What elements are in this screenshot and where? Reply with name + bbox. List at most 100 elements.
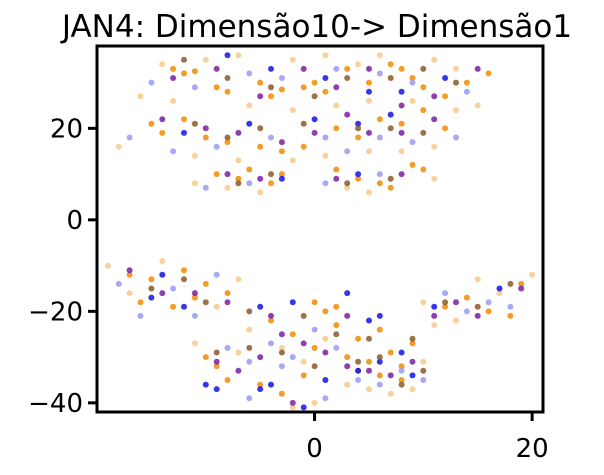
data-point [213, 171, 220, 178]
data-point [191, 180, 198, 187]
data-point [289, 354, 296, 361]
data-point [420, 65, 427, 72]
data-point [213, 143, 220, 150]
data-point [191, 312, 198, 319]
data-point [268, 93, 274, 100]
data-point [333, 322, 340, 329]
data-point [246, 102, 253, 109]
data-point [387, 184, 394, 191]
data-point [126, 267, 133, 274]
data-point [387, 125, 394, 132]
data-point [376, 312, 383, 319]
data-point [453, 134, 459, 141]
data-point [181, 70, 187, 77]
data-point [387, 175, 394, 182]
data-point [463, 79, 470, 86]
data-point [398, 171, 405, 178]
data-point [181, 129, 187, 136]
data-point [126, 134, 133, 141]
data-point [300, 120, 307, 127]
data-point [202, 280, 209, 287]
data-point [366, 317, 372, 324]
data-point [235, 157, 242, 164]
data-point [224, 134, 231, 141]
data-point [398, 88, 405, 95]
y-axis: 20 0 −20 −40 [28, 114, 97, 419]
data-point [485, 308, 492, 315]
data-point [376, 134, 383, 141]
data-point [213, 349, 220, 356]
data-point [278, 86, 285, 93]
data-point [268, 340, 274, 347]
data-point [202, 134, 209, 141]
data-point [278, 171, 285, 178]
data-point [235, 175, 242, 182]
x-tick-label: 20 [516, 434, 549, 464]
data-point [409, 358, 416, 365]
data-point [409, 372, 416, 379]
data-point [202, 381, 209, 388]
data-point [224, 88, 231, 95]
data-point [344, 290, 351, 297]
data-point [148, 79, 155, 86]
data-point [213, 363, 220, 370]
data-point [224, 344, 231, 351]
data-point [387, 372, 394, 379]
data-point [507, 280, 514, 287]
data-point [246, 70, 253, 77]
data-point [278, 139, 285, 146]
data-point [257, 189, 264, 196]
data-point [311, 116, 318, 123]
y-tick-label: −40 [28, 389, 83, 419]
data-point [311, 299, 318, 306]
data-point [431, 93, 438, 100]
data-point [235, 129, 242, 136]
data-point [366, 88, 372, 95]
data-point [278, 331, 285, 338]
data-point [300, 372, 307, 379]
data-point [420, 166, 427, 173]
data-point [518, 280, 525, 287]
data-point [355, 120, 362, 127]
data-point [268, 171, 274, 178]
data-point [474, 65, 481, 72]
data-point [496, 290, 503, 297]
data-point [159, 116, 166, 123]
y-tick-label: 20 [50, 114, 83, 144]
data-point [366, 129, 372, 136]
data-point [235, 180, 242, 187]
data-point [278, 148, 285, 155]
data-point [148, 276, 155, 283]
data-point [257, 303, 264, 310]
data-point [496, 285, 503, 292]
data-point [398, 349, 405, 356]
data-point [181, 303, 187, 310]
data-point [442, 75, 449, 81]
data-point [333, 102, 340, 109]
data-point [409, 139, 416, 146]
data-point [518, 285, 525, 292]
data-point [257, 143, 264, 150]
y-tick-label: −20 [28, 297, 83, 327]
data-point [344, 184, 351, 191]
data-point [387, 61, 394, 68]
data-point [333, 84, 340, 91]
data-point [224, 290, 231, 297]
data-point [398, 363, 405, 370]
data-point [463, 308, 470, 315]
data-point [268, 381, 274, 388]
data-point [202, 56, 209, 63]
data-point [300, 358, 307, 365]
data-point [333, 125, 340, 132]
data-point [311, 93, 318, 100]
data-point [398, 102, 405, 109]
data-point [246, 120, 253, 127]
data-point [268, 312, 274, 319]
data-point [322, 349, 329, 356]
data-point [115, 143, 122, 150]
data-point [366, 386, 372, 393]
data-point [366, 335, 372, 342]
data-point [246, 358, 253, 365]
data-point [409, 97, 416, 104]
data-point [322, 152, 329, 159]
